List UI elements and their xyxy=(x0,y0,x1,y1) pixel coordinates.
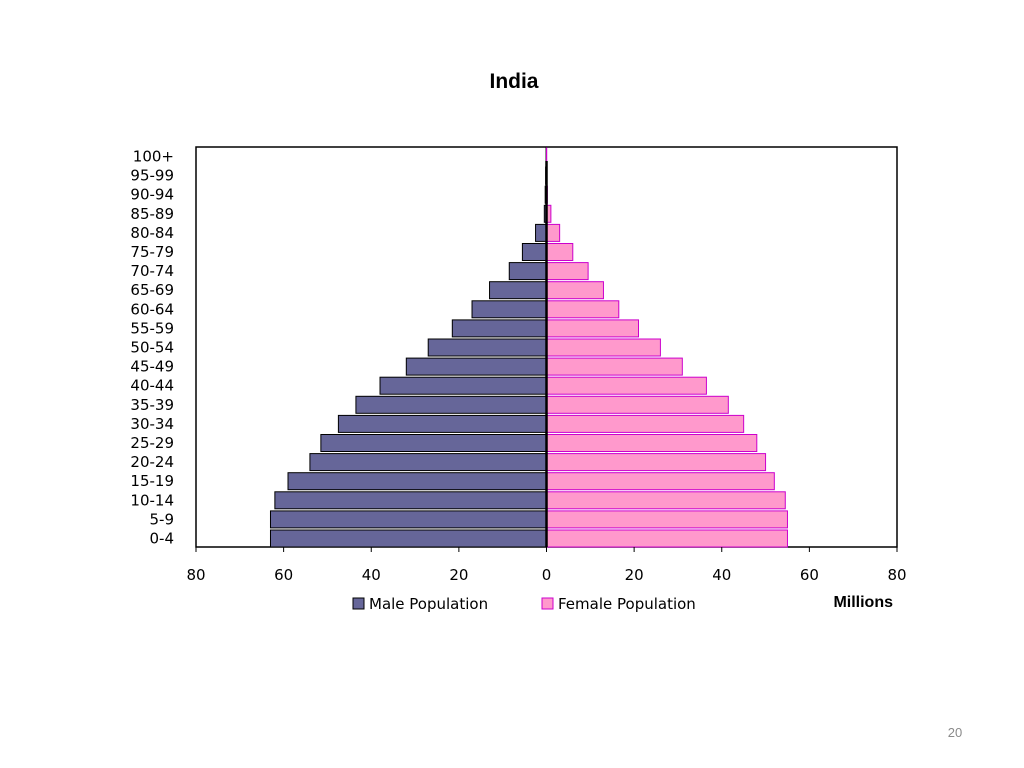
y-tick-label: 30-34 xyxy=(130,415,174,433)
legend-swatch-female xyxy=(541,597,554,610)
x-tick-label: 40 xyxy=(362,566,381,584)
y-tick-label: 70-74 xyxy=(130,262,174,280)
x-axis-unit-label: Millions xyxy=(833,594,893,611)
y-tick-label: 65-69 xyxy=(130,281,174,299)
x-tick-label: 20 xyxy=(625,566,644,584)
y-tick-label: 100+ xyxy=(133,148,174,166)
legend-label-female: Female Population xyxy=(558,595,696,613)
female-bar-10-14 xyxy=(546,491,786,510)
y-tick-label: 35-39 xyxy=(130,396,174,414)
female-bar-45-49 xyxy=(546,357,683,376)
female-bar-35-39 xyxy=(546,395,729,414)
female-bar-55-59 xyxy=(546,319,640,338)
male-bar-40-44 xyxy=(379,376,548,395)
x-tick-label: 80 xyxy=(887,566,906,584)
male-bar-5-9 xyxy=(269,510,547,529)
y-tick-label: 80-84 xyxy=(130,224,174,242)
male-bar-25-29 xyxy=(320,434,547,452)
y-axis-tick-labels: 0-4 5-910-1415-1920-2425-2930-3435-3940-4… xyxy=(130,148,174,548)
female-bar-15-19 xyxy=(546,472,775,491)
y-tick-label: 25-29 xyxy=(130,434,174,452)
female-bar-5-9 xyxy=(546,510,788,529)
y-tick-label: 45-49 xyxy=(130,358,174,376)
male-bar-75-79 xyxy=(521,243,548,261)
y-tick-label: 85-89 xyxy=(130,205,174,223)
male-bar-80-84 xyxy=(535,223,547,242)
x-tick-label: 60 xyxy=(274,566,293,584)
male-bar-70-74 xyxy=(508,262,547,281)
y-tick-label: 40-44 xyxy=(130,377,174,395)
y-tick-label: 90-94 xyxy=(130,186,174,204)
female-bar-0-4 xyxy=(546,529,788,548)
male-bar-60-64 xyxy=(471,300,547,319)
y-tick-label: 50-54 xyxy=(130,339,174,357)
y-tick-label: 55-59 xyxy=(130,319,174,337)
male-bar-30-34 xyxy=(337,414,547,433)
female-bar-20-24 xyxy=(546,453,767,472)
x-tick-label: 60 xyxy=(800,566,819,584)
page-number: 20 xyxy=(947,725,963,740)
y-tick-label: 0-4 xyxy=(150,530,175,548)
female-bar-25-29 xyxy=(546,434,758,452)
female-bar-30-34 xyxy=(546,414,745,433)
male-bar-55-59 xyxy=(451,319,548,338)
y-tick-label: 15-19 xyxy=(130,472,174,490)
x-tick-label: 80 xyxy=(186,566,205,584)
male-bar-20-24 xyxy=(309,453,547,472)
female-bar-60-64 xyxy=(546,300,620,319)
female-bar-80-84 xyxy=(546,223,561,242)
x-tick-label: 40 xyxy=(712,566,731,584)
y-tick-label: 60-64 xyxy=(130,300,174,318)
male-bar-15-19 xyxy=(287,472,547,491)
chart-title: India xyxy=(489,70,538,93)
legend-swatch-male xyxy=(352,597,365,610)
y-tick-label: 5-9 xyxy=(150,510,175,528)
bars-layer xyxy=(269,147,788,548)
female-bar-75-79 xyxy=(546,243,574,261)
y-tick-label: 95-99 xyxy=(130,167,174,185)
male-bar-45-49 xyxy=(405,357,547,376)
y-tick-label: 75-79 xyxy=(130,243,174,261)
male-bar-65-69 xyxy=(489,281,548,300)
male-bar-35-39 xyxy=(355,395,547,414)
female-bar-40-44 xyxy=(546,376,707,395)
y-tick-label: 10-14 xyxy=(130,491,174,509)
female-bar-65-69 xyxy=(546,281,604,300)
x-tick-label: 0 xyxy=(542,566,552,584)
legend: Male Population Female Population xyxy=(352,595,696,613)
male-bar-10-14 xyxy=(274,491,547,510)
male-bar-0-4 xyxy=(269,529,547,548)
legend-label-male: Male Population xyxy=(369,595,488,613)
male-bar-50-54 xyxy=(427,338,547,357)
x-axis-tick-labels: 80 60 40 20 0 20 40 60 80 xyxy=(186,547,907,584)
female-bar-50-54 xyxy=(546,338,661,357)
x-tick-label: 20 xyxy=(449,566,468,584)
female-bar-70-74 xyxy=(546,262,589,281)
y-tick-label: 20-24 xyxy=(130,453,174,471)
